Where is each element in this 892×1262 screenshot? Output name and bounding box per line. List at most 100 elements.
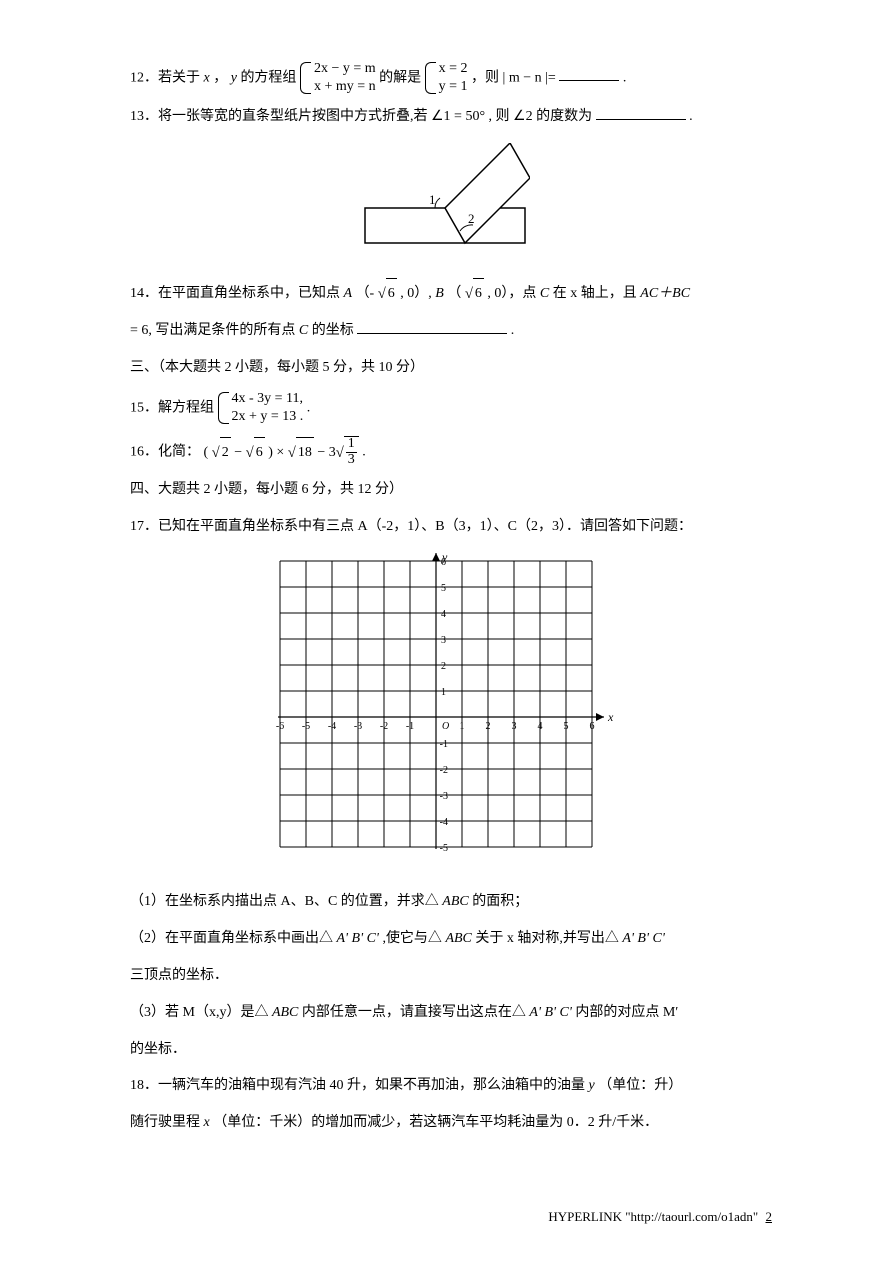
q13-text-c: 的度数为 [536, 109, 592, 124]
svg-text:-1: -1 [440, 739, 448, 750]
q17-sub2-a: （2）在平面直角坐标系中画出△ [130, 931, 337, 946]
q15-line1: 4x - 3y = 11, [232, 390, 304, 408]
svg-text:-6: -6 [276, 721, 284, 732]
q16-sqrt6: 6 [246, 437, 265, 469]
q17-sub3-a: （3）若 M（x,y）是△ [130, 1005, 268, 1020]
q15-prefix: 15．解方程组 [130, 400, 214, 415]
problem-16: 16．化简： ( 2 − 6 ) × 18 − 313 . [130, 436, 772, 469]
problem-17-sub2: （2）在平面直角坐标系中画出△ A' B' C' ,使它与△ ABC 关于 x … [130, 924, 772, 955]
q13-end: . [689, 109, 693, 124]
svg-text:1: 1 [429, 192, 436, 207]
svg-text:-3: -3 [354, 721, 362, 732]
q17-sub2-c: 关于 x 轴对称,并写出△ [475, 931, 622, 946]
svg-text:O: O [442, 721, 449, 732]
q15-system: 4x - 3y = 11, 2x + y = 13 . [218, 390, 304, 426]
q14-line2-b: 的坐标 [312, 323, 354, 338]
q14-line1-d: （ [447, 286, 461, 301]
svg-text:6: 6 [590, 721, 595, 732]
q17-sub2-b: ,使它与△ [382, 931, 442, 946]
problem-18: 18．一辆汽车的油箱中现有汽油 40 升，如果不再加油，那么油箱中的油量 y （… [130, 1071, 772, 1102]
footer: HYPERLINK "http://taourl.com/o1adn" 2 [548, 1203, 772, 1232]
svg-text:-1: -1 [406, 721, 414, 732]
q14-line1-f: 在 x 轴上，且 [553, 286, 641, 301]
q13-text-a: 13．将一张等宽的直条型纸片按图中方式折叠,若 [130, 109, 428, 124]
problem-17-sub3-line2: 的坐标． [130, 1035, 772, 1066]
svg-text:1: 1 [460, 721, 465, 732]
svg-text:-5: -5 [302, 721, 310, 732]
q14-line1-a: 14．在平面直角坐标系中，已知点 [130, 286, 344, 301]
q14-blank [357, 319, 507, 334]
problem-17-sub3: （3）若 M（x,y）是△ ABC 内部任意一点，请直接写出这点在△ A' B'… [130, 998, 772, 1029]
q12-eq1-line1: 2x − y = m [314, 60, 376, 78]
problem-18-line2: 随行驶里程 x （单位：千米）的增加而减少，若这辆汽车平均耗油量为 0．2 升/… [130, 1108, 772, 1139]
q17-apbpcp-b: A' B' C' [622, 931, 664, 946]
q12-mid2: 的解是 [379, 70, 421, 85]
svg-text:5: 5 [564, 721, 569, 732]
q14-C2: C [299, 323, 308, 338]
svg-text:4: 4 [538, 721, 543, 732]
q13-angle1: ∠1 = 50° [431, 109, 485, 124]
q14-sqrt6-b: 6 [465, 278, 484, 310]
q14-A: A [344, 286, 353, 301]
q18-unit1: （单位：升） [598, 1078, 682, 1093]
q13-blank [596, 105, 686, 120]
page: 12．若关于 x ， y 的方程组 2x − y = m x + my = n … [0, 0, 892, 1262]
q17-apbpcp-c: A' B' C' [529, 1005, 571, 1020]
svg-text:2: 2 [468, 211, 475, 226]
q17-abc3: ABC [272, 1005, 298, 1020]
q18-line2-b: （单位：千米）的增加而减少，若这辆汽车平均耗油量为 0．2 升/千米． [213, 1115, 658, 1130]
q12-mid1: 的方程组 [240, 70, 296, 85]
svg-text:-2: -2 [380, 721, 388, 732]
q16-sqrt2: 2 [212, 437, 231, 469]
q14-B: B [435, 286, 444, 301]
q14-line1-c: , 0）, [400, 286, 435, 301]
q12-prefix: 12．若关于 [130, 70, 204, 85]
fold-diagram: 12 [360, 143, 530, 266]
svg-text:5: 5 [441, 583, 446, 594]
q16-coef3: 3 [329, 445, 336, 460]
problem-14-line2: = 6, 写出满足条件的所有点 C 的坐标 . [130, 316, 772, 347]
q14-line1-e: , 0），点 [487, 286, 540, 301]
svg-text:-5: -5 [440, 843, 448, 854]
q12-var-y: y [231, 70, 237, 85]
problem-12: 12．若关于 x ， y 的方程组 2x − y = m x + my = n … [130, 60, 772, 96]
q18-line2-a: 随行驶里程 [130, 1115, 204, 1130]
q18-y: y [589, 1078, 595, 1093]
svg-text:3: 3 [441, 635, 446, 646]
problem-17: 17．已知在平面直角坐标系中有三点 A（-2，1）、B（3，1）、C（2，3）．… [130, 512, 772, 543]
q17-sub3-b: 内部任意一点，请直接写出这点在△ [302, 1005, 530, 1020]
q16-sqrt18: 18 [288, 437, 314, 469]
svg-text:-3: -3 [440, 791, 448, 802]
q12-eq1-line2: x + my = n [314, 78, 376, 96]
page-number: 2 [766, 1209, 773, 1224]
problem-13: 13．将一张等宽的直条型纸片按图中方式折叠,若 ∠1 = 50° , 则 ∠2 … [130, 102, 772, 133]
q16-sqrt-frac: 13 [336, 436, 359, 469]
problem-17-sub2-line2: 三顶点的坐标． [130, 961, 772, 992]
q13-angle2: ∠2 [513, 109, 533, 124]
q12-mid3: ，则 [471, 70, 499, 85]
problem-14: 14．在平面直角坐标系中，已知点 A （- 6 , 0）, B （ 6 , 0）… [130, 278, 772, 310]
q14-sqrt6-a: 6 [378, 278, 397, 310]
svg-text:x: x [607, 710, 614, 724]
svg-text:1: 1 [441, 687, 446, 698]
svg-text:4: 4 [441, 609, 446, 620]
q17-apbpcp-a: A' B' C' [337, 931, 379, 946]
q18-line1: 18．一辆汽车的油箱中现有汽油 40 升，如果不再加油，那么油箱中的油量 [130, 1078, 589, 1093]
q12-var-x: x [204, 70, 210, 85]
problem-15: 15．解方程组 4x - 3y = 11, 2x + y = 13 . . [130, 390, 772, 426]
svg-text:2: 2 [441, 661, 446, 672]
q14-end: . [511, 323, 515, 338]
footer-hyperlink: HYPERLINK "http://taourl.com/o1adn" [548, 1209, 758, 1224]
q16-expr: ( 2 − 6 ) × 18 − 313 [204, 445, 363, 460]
svg-text:-4: -4 [328, 721, 336, 732]
q12-blank [559, 66, 619, 81]
coordinate-grid: -6-5-4-3-2-1123456-5-4-3-2-1123456Oxy [270, 551, 630, 880]
q12-sep1: ， [213, 70, 227, 85]
svg-text:3: 3 [512, 721, 517, 732]
q17-sub1: （1）在坐标系内描出点 A、B、C 的位置，并求△ [130, 894, 439, 909]
q12-eq2-line1: x = 2 [439, 60, 468, 78]
problem-17-sub1: （1）在坐标系内描出点 A、B、C 的位置，并求△ ABC 的面积； [130, 887, 772, 918]
section-3-header: 三、（本大题共 2 小题，每小题 5 分，共 10 分） [130, 353, 772, 384]
q16-prefix: 16．化简： [130, 445, 200, 460]
q14-C: C [540, 286, 549, 301]
